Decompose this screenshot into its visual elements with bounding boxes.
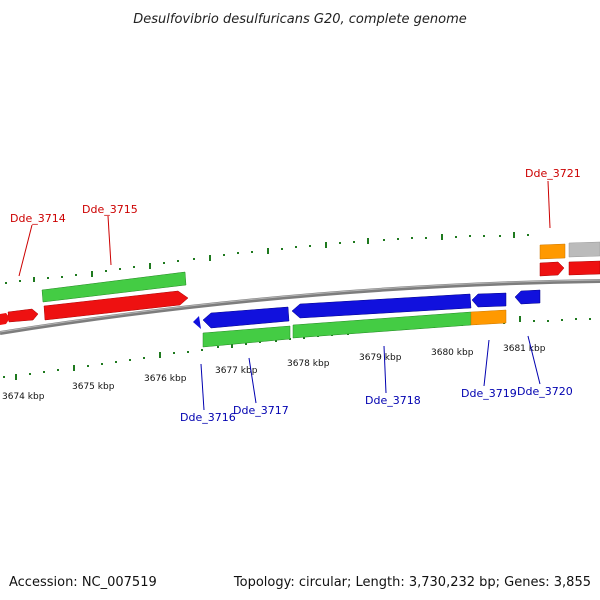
bottom-gene-labels: Dde_3716 Dde_3717 Dde_3718 Dde_3719 Dde_…	[180, 335, 573, 424]
gene-right-red[interactable]	[568, 260, 600, 276]
gene-right-gray[interactable]	[568, 241, 600, 258]
gene-green-lower-1[interactable]	[202, 325, 291, 348]
gene-dde-3717[interactable]	[202, 306, 290, 329]
gene-label-dde-3721[interactable]: Dde_3721	[525, 167, 581, 180]
kbp-label: 3674 kbp	[2, 392, 45, 402]
gene-label-dde-3715[interactable]: Dde_3715	[82, 203, 138, 216]
kbp-labels: 3674 kbp 3675 kbp 3676 kbp 3677 kbp 3678…	[2, 344, 546, 402]
gene-label-dde-3719[interactable]: Dde_3719	[461, 387, 517, 400]
gene-label-dde-3714[interactable]: Dde_3714	[10, 212, 66, 225]
gene-dde-3715[interactable]	[43, 290, 189, 321]
gene-dde-3715-upper[interactable]	[41, 271, 187, 303]
gene-orange-lower[interactable]	[470, 309, 507, 326]
gene-dde-3720[interactable]	[514, 289, 541, 305]
genome-backbone	[0, 279, 600, 335]
kbp-label: 3677 kbp	[215, 366, 258, 376]
kbp-label: 3675 kbp	[72, 382, 115, 392]
reverse-strand-genes	[193, 289, 541, 348]
gene-label-dde-3720[interactable]: Dde_3720	[517, 385, 573, 398]
topology-summary: Topology: circular; Length: 3,730,232 bp…	[233, 575, 591, 590]
top-gene-labels: Dde_3714 Dde_3715 Dde_3721	[10, 167, 581, 277]
forward-strand-genes	[0, 241, 600, 325]
gene-dde-3721-orange[interactable]	[539, 243, 566, 260]
gene-label-dde-3716[interactable]: Dde_3716	[180, 411, 236, 424]
upper-tick-row	[5, 232, 529, 284]
gene-dde-3718[interactable]	[291, 293, 472, 319]
gene-dde-3719[interactable]	[471, 292, 507, 308]
gene-dde-3714[interactable]	[7, 308, 39, 323]
gene-label-dde-3718[interactable]: Dde_3718	[365, 394, 421, 407]
gene-label-dde-3717[interactable]: Dde_3717	[233, 404, 289, 417]
kbp-label: 3679 kbp	[359, 353, 402, 363]
kbp-label: 3678 kbp	[287, 359, 330, 369]
kbp-label: 3681 kbp	[503, 344, 546, 354]
gene-left-edge[interactable]	[0, 313, 10, 325]
kbp-label: 3676 kbp	[144, 374, 187, 384]
accession-text: Accession: NC_007519	[9, 575, 157, 590]
gene-dde-3716[interactable]	[193, 316, 201, 329]
gene-dde-3721[interactable]	[539, 261, 565, 277]
map-title: Desulfovibrio desulfuricans G20, complet…	[133, 12, 467, 27]
kbp-label: 3680 kbp	[431, 348, 474, 358]
